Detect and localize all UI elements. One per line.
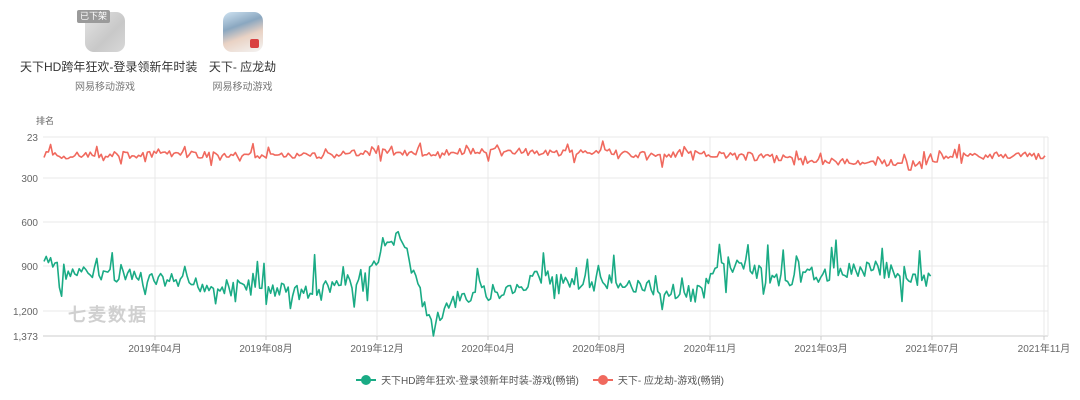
app-publisher: 网易移动游戏	[212, 82, 273, 93]
chart-legend: 天下HD跨年狂欢-登录领新年时装-游戏(畅销) 天下- 应龙劫-游戏(畅销)	[0, 372, 1080, 387]
legend-marker-red	[592, 374, 613, 385]
app-card-tianxia-hd[interactable]: 已下架 天下HD跨年狂欢-登录领新年时装 网易移动游戏	[20, 10, 198, 93]
y-tick-label: 1,373	[13, 332, 38, 343]
legend-label: 天下HD跨年狂欢-登录领新年时装-游戏(畅销)	[381, 376, 579, 387]
legend-item-series2[interactable]: 天下- 应龙劫-游戏(畅销)	[592, 372, 724, 387]
legend-item-series1[interactable]: 天下HD跨年狂欢-登录领新年时装-游戏(畅销)	[356, 372, 579, 387]
delisted-badge: 已下架	[77, 10, 111, 23]
x-tick-label: 2021年07月	[905, 342, 958, 355]
y-tick-label: 900	[21, 262, 38, 273]
app-icon-tianxia-hd: 已下架	[77, 10, 125, 52]
legend-label: 天下- 应龙劫-游戏(畅销)	[617, 376, 724, 387]
watermark: 七麦数据	[68, 304, 148, 325]
seal-icon	[249, 39, 259, 48]
app-card-tianxia-yinglongjie[interactable]: 天下- 应龙劫 网易移动游戏	[200, 12, 285, 93]
x-tick-label: 2021年11月	[1018, 342, 1071, 355]
series-line-tianxia-hd[interactable]	[43, 230, 932, 337]
series-line-tianxia-yinglongjie[interactable]	[43, 140, 1046, 171]
y-tick-label: 300	[21, 174, 38, 185]
y-axis-title: 排名	[36, 115, 54, 126]
legend-marker-green	[356, 374, 377, 385]
x-tick-label: 2020年11月	[684, 342, 737, 355]
app-publisher: 网易移动游戏	[75, 82, 135, 93]
x-tick-label: 2020年08月	[572, 342, 625, 355]
x-tick-label: 2019年12月	[350, 342, 403, 355]
y-tick-label: 23	[27, 133, 39, 144]
x-tick-label: 2019年08月	[239, 342, 292, 355]
x-tick-label: 2021年03月	[794, 342, 847, 355]
y-tick-label: 600	[21, 218, 38, 229]
x-tick-label: 2019年04月	[128, 342, 181, 355]
app-name: 天下HD跨年狂欢-登录领新年时装	[20, 60, 198, 74]
rank-line-chart[interactable]: 排名 23 300 600 900 1,200 1,373 2019年04月 2019年08月 2…	[0, 0, 1080, 370]
x-tick-label: 2020年04月	[461, 342, 514, 355]
app-name: 天下- 应龙劫	[208, 60, 277, 74]
y-tick-label: 1,200	[13, 307, 38, 318]
app-icon-tianxia-yinglongjie	[222, 12, 263, 52]
